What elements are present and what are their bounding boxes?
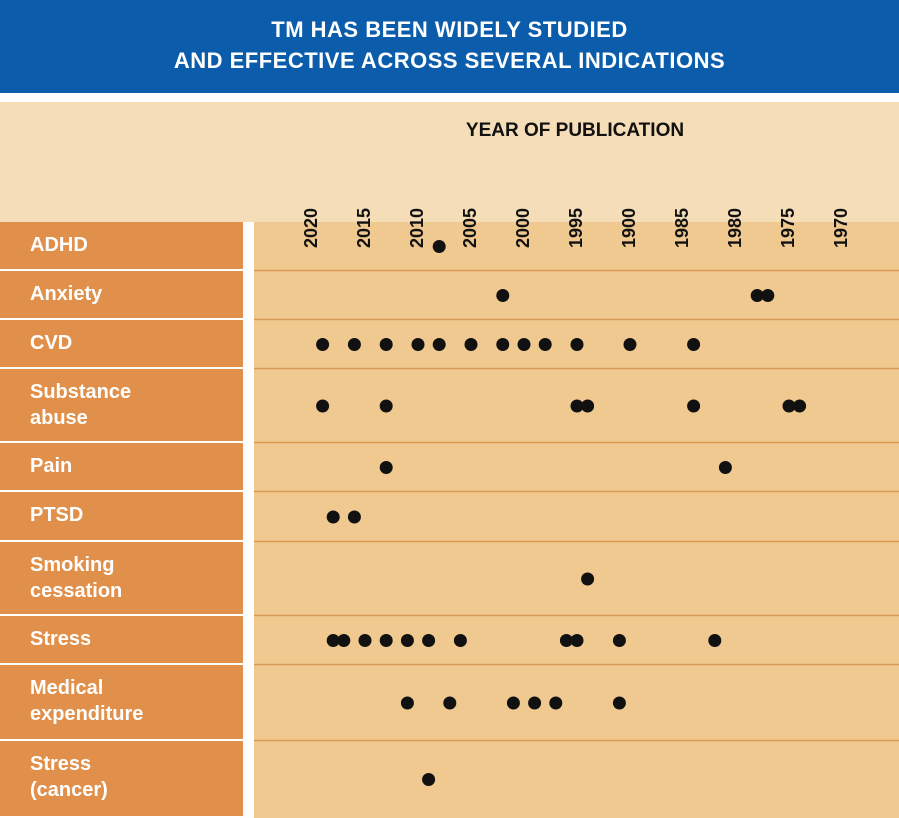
dot bbox=[411, 338, 425, 351]
title-banner: TM HAS BEEN WIDELY STUDIED AND EFFECTIVE… bbox=[0, 0, 899, 93]
dot bbox=[347, 510, 361, 524]
dot bbox=[347, 338, 361, 351]
data-cell bbox=[254, 443, 899, 492]
x-tick-label: 1900 bbox=[619, 208, 639, 248]
x-tick-label: 1970 bbox=[831, 208, 851, 248]
title-line: AND EFFECTIVE ACROSS SEVERAL INDICATIONS bbox=[173, 48, 726, 73]
row-label: Stress (cancer) bbox=[30, 753, 108, 801]
dot bbox=[528, 696, 542, 710]
row-label: Stress bbox=[30, 628, 92, 650]
dot bbox=[379, 338, 393, 351]
label-cell bbox=[0, 665, 243, 739]
dot bbox=[326, 634, 340, 647]
dot bbox=[453, 634, 467, 647]
row-label: Medical expenditure bbox=[30, 677, 144, 725]
x-tick-label: 2010 bbox=[407, 208, 427, 248]
data-cell bbox=[254, 492, 899, 542]
x-tick-label: 2020 bbox=[301, 208, 321, 248]
dot bbox=[793, 399, 807, 413]
dot bbox=[570, 399, 584, 413]
dot bbox=[581, 399, 595, 413]
x-tick-label: 2000 bbox=[513, 208, 533, 248]
label-cell bbox=[0, 222, 243, 269]
label-cell bbox=[0, 369, 243, 441]
dot bbox=[443, 696, 457, 710]
label-cell bbox=[0, 542, 243, 614]
x-tick-label: 2005 bbox=[460, 208, 480, 248]
data-cell bbox=[254, 741, 899, 818]
x-tick-label: 1975 bbox=[778, 208, 798, 248]
row-label: PTSD bbox=[30, 504, 84, 526]
dot bbox=[358, 634, 372, 647]
dot bbox=[464, 338, 478, 351]
dot bbox=[581, 572, 595, 586]
label-cell bbox=[0, 271, 243, 318]
dot bbox=[570, 634, 584, 647]
x-tick-label: 2015 bbox=[354, 208, 374, 248]
dot bbox=[612, 696, 626, 710]
label-cell bbox=[0, 616, 243, 663]
dot bbox=[570, 338, 584, 351]
dot bbox=[400, 696, 414, 710]
dot bbox=[750, 289, 764, 302]
label-cell bbox=[0, 443, 243, 490]
row-label: Pain bbox=[30, 455, 73, 477]
x-tick-label: 1985 bbox=[672, 208, 692, 248]
dot bbox=[687, 338, 701, 351]
label-cell bbox=[0, 492, 243, 540]
dot bbox=[316, 399, 330, 413]
dot bbox=[718, 461, 732, 474]
label-cell bbox=[0, 741, 243, 816]
dot bbox=[379, 461, 393, 474]
row-label: Anxiety bbox=[30, 283, 103, 305]
row-label: CVD bbox=[30, 332, 73, 354]
dot bbox=[337, 634, 351, 647]
dot bbox=[612, 634, 626, 647]
dot bbox=[432, 338, 446, 351]
data-cell bbox=[254, 271, 899, 320]
dot bbox=[400, 634, 414, 647]
label-cell bbox=[0, 320, 243, 367]
x-tick-label: 1995 bbox=[566, 208, 586, 248]
title-line: TM HAS BEEN WIDELY STUDIED bbox=[271, 17, 628, 42]
dot bbox=[623, 338, 637, 351]
x-tick-label: 1980 bbox=[725, 208, 745, 248]
dot bbox=[538, 338, 552, 351]
dot bbox=[506, 696, 520, 710]
data-cell bbox=[254, 665, 899, 741]
dot bbox=[326, 510, 340, 524]
data-cell bbox=[254, 542, 899, 616]
dot bbox=[708, 634, 722, 647]
dot bbox=[379, 399, 393, 413]
dot bbox=[559, 634, 573, 647]
dot bbox=[517, 338, 531, 351]
row-label: Substance abuse bbox=[30, 381, 132, 429]
dot bbox=[496, 289, 510, 302]
dot bbox=[549, 696, 563, 710]
dot bbox=[761, 289, 775, 302]
dot bbox=[379, 634, 393, 647]
dot bbox=[422, 634, 436, 647]
header-band bbox=[0, 102, 899, 222]
dot bbox=[316, 338, 330, 351]
row-backgrounds bbox=[0, 222, 899, 818]
dot bbox=[496, 338, 510, 351]
dot bbox=[432, 240, 446, 253]
x-axis-label: YEAR OF PUBLICATION bbox=[466, 120, 684, 141]
dot bbox=[782, 399, 796, 413]
dot bbox=[422, 773, 436, 786]
row-label: ADHD bbox=[30, 234, 88, 256]
row-label: Smoking cessation bbox=[30, 554, 123, 602]
data-cell bbox=[254, 222, 899, 271]
dot bbox=[687, 399, 701, 413]
